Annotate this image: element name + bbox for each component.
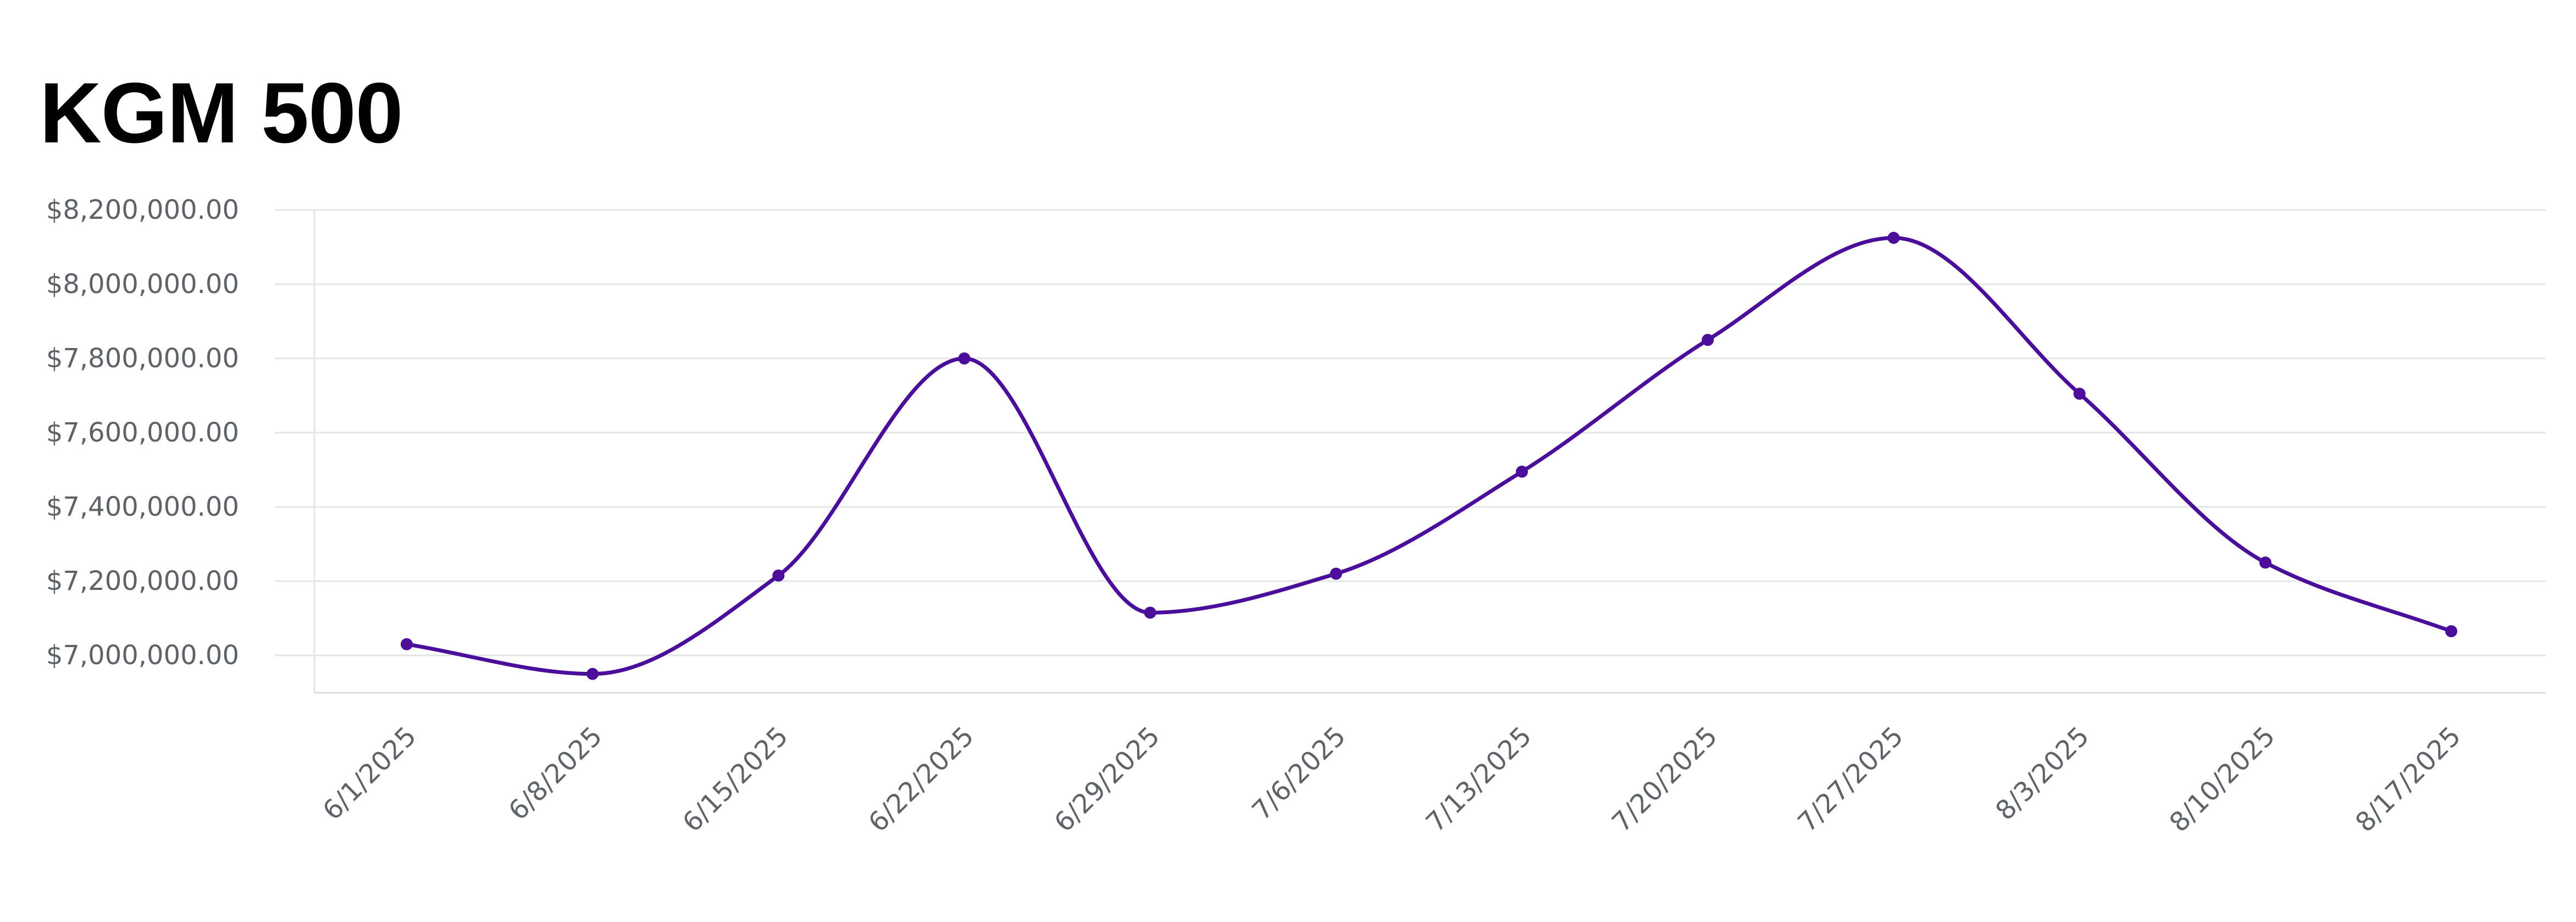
data-point: [1702, 334, 1714, 346]
y-tick-label: $7,600,000.00: [46, 417, 239, 448]
series-line: [405, 236, 2453, 676]
gridlines: [275, 209, 2546, 656]
x-tick-label: 7/20/2025: [1606, 721, 1724, 838]
y-axis-tick-labels: $7,000,000.00 $7,200,000.00 $7,400,000.00 $…: [46, 195, 239, 671]
data-point: [1516, 465, 1528, 478]
axes: [313, 210, 2546, 694]
x-tick-label: 6/1/2025: [317, 721, 422, 826]
y-tick-label: $8,200,000.00: [46, 195, 239, 225]
y-tick-label: $8,000,000.00: [46, 269, 239, 300]
x-tick-label: 6/15/2025: [677, 721, 794, 838]
x-tick-label: 7/13/2025: [1420, 721, 1538, 838]
data-point: [1887, 231, 1900, 244]
y-tick-label: $7,400,000.00: [46, 492, 239, 522]
data-point: [401, 638, 413, 650]
x-tick-label: 8/10/2025: [2164, 721, 2281, 838]
series-layer: [405, 236, 2453, 676]
y-tick-label: $7,200,000.00: [46, 566, 239, 597]
data-point: [958, 352, 971, 365]
data-point: [772, 569, 785, 582]
y-tick-label: $7,800,000.00: [46, 343, 239, 374]
data-point: [2259, 556, 2272, 569]
x-tick-label: 6/29/2025: [1049, 721, 1166, 838]
data-point: [586, 667, 599, 680]
data-point: [1329, 567, 1342, 580]
x-tick-label: 7/6/2025: [1246, 721, 1351, 826]
x-tick-label: 6/22/2025: [862, 721, 980, 838]
x-tick-label: 8/3/2025: [1990, 721, 2095, 826]
data-point: [2073, 388, 2086, 400]
x-tick-label: 8/17/2025: [2350, 721, 2467, 838]
data-point: [1144, 606, 1156, 619]
data-points: [401, 231, 2457, 680]
data-point: [2445, 625, 2457, 638]
x-tick-label: 6/8/2025: [503, 721, 608, 826]
x-tick-label: 7/27/2025: [1792, 721, 1909, 838]
x-axis-tick-labels: 6/1/2025 6/8/2025 6/15/2025 6/22/2025 6/29/2…: [317, 721, 2467, 838]
chart-title: KGM 500: [40, 65, 403, 161]
y-tick-label: $7,000,000.00: [46, 640, 239, 671]
